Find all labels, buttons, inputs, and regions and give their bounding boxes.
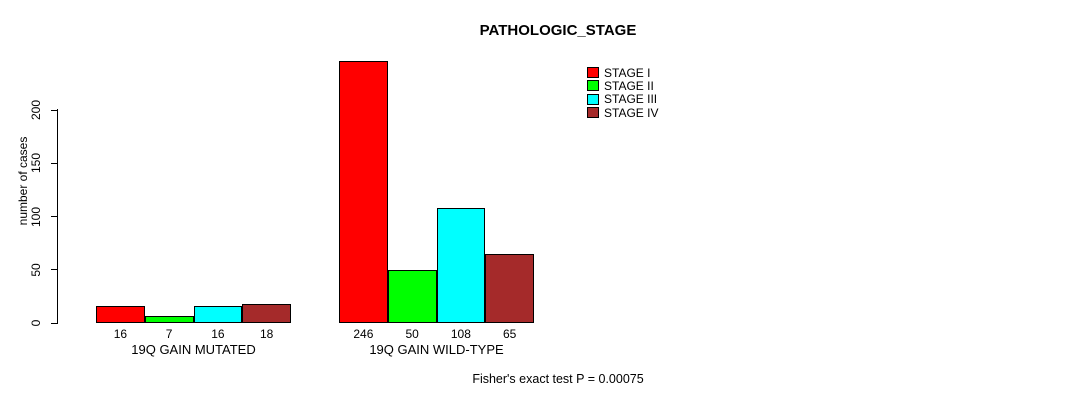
bar-value-label: 50	[405, 327, 419, 341]
y-axis-label: number of cases	[16, 136, 30, 226]
legend-swatch-icon	[587, 80, 599, 92]
bar-value-label: 7	[165, 327, 173, 341]
legend-label: STAGE I	[604, 65, 651, 80]
y-tick-mark	[51, 109, 58, 111]
bar-value-label: 18	[259, 327, 274, 341]
bar-value-label: 16	[211, 327, 225, 341]
y-tick-label: 50	[29, 263, 43, 277]
y-tick-label: 0	[29, 319, 43, 327]
legend-item-stage-iii: STAGE III	[587, 92, 658, 107]
stat-test-caption: Fisher's exact test P = 0.00075	[472, 372, 644, 386]
y-tick-mark	[51, 269, 58, 271]
legend-label: STAGE II	[604, 78, 654, 93]
bar-value-label: 246	[353, 327, 374, 341]
bar-stage-ii-19q-gain-mutated	[144, 315, 194, 323]
legend-label: STAGE IV	[604, 105, 659, 120]
bar-stage-iv-19q-gain-mutated	[242, 303, 291, 323]
legend-label: STAGE III	[604, 92, 658, 107]
legend-swatch-icon	[587, 107, 599, 119]
category-label-19q-gain-mutated: 19Q GAIN MUTATED	[131, 342, 256, 357]
legend-item-stage-i: STAGE I	[587, 65, 658, 80]
bar-value-label: 65	[502, 327, 517, 341]
bar-stage-i-19q-gain-wild-type	[339, 61, 388, 323]
legend-item-stage-ii: STAGE II	[587, 78, 658, 93]
y-tick-mark	[51, 322, 58, 324]
y-tick-label: 150	[29, 153, 43, 174]
bar-stage-iii-19q-gain-mutated	[193, 305, 243, 323]
legend-item-stage-iv: STAGE IV	[587, 105, 659, 120]
bar-value-label: 16	[113, 327, 128, 341]
category-label-19q-gain-wild-type: 19Q GAIN WILD-TYPE	[369, 342, 504, 357]
legend-swatch-icon	[587, 67, 599, 79]
y-tick-mark	[51, 216, 58, 217]
bar-stage-i-19q-gain-mutated	[96, 305, 145, 323]
bar-value-label: 108	[450, 327, 471, 341]
legend-swatch-icon	[587, 93, 599, 105]
y-tick-mark	[51, 162, 58, 164]
y-tick-label: 100	[29, 206, 43, 227]
bar-stage-iii-19q-gain-wild-type	[436, 207, 486, 323]
bar-stage-iv-19q-gain-wild-type	[485, 253, 534, 323]
chart-title: PATHOLOGIC_STAGE	[479, 22, 637, 39]
bar-stage-ii-19q-gain-wild-type	[387, 269, 437, 323]
y-tick-label: 200	[29, 99, 43, 121]
legend: STAGE I STAGE II STAGE III STAGE IV	[587, 65, 659, 120]
